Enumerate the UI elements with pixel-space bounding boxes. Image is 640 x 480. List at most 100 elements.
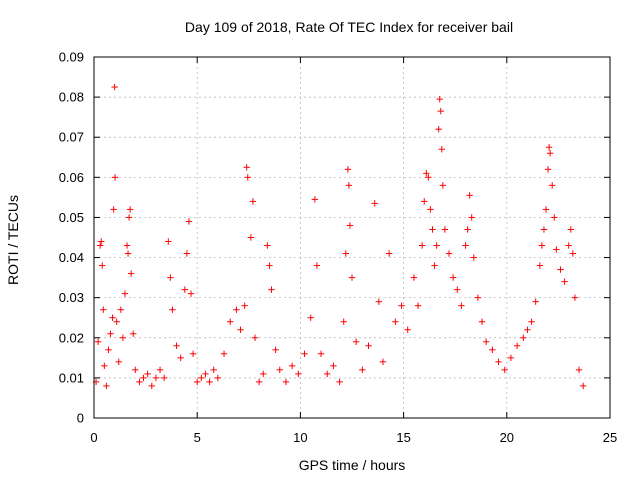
y-tick-label: 0.07 [59,130,84,145]
data-point [352,338,360,345]
data-point [427,206,434,213]
data-point [441,226,449,233]
data-point [198,374,205,382]
data-point [464,226,471,233]
data-point [579,382,587,390]
data-point [425,174,432,181]
data-point [342,250,350,257]
data-point [276,366,283,374]
data-point [468,214,475,221]
data-point [336,378,343,386]
data-point [96,242,104,249]
x-tick-label: 20 [500,430,514,445]
data-point [169,306,176,313]
data-point [462,242,469,249]
data-point [295,370,302,378]
data-point [423,170,430,177]
data-point [546,150,554,157]
data-point [513,342,521,349]
x-tick-label: 5 [194,430,201,445]
x-tick-label: 15 [396,430,410,445]
data-point [404,326,411,333]
data-point [249,198,257,205]
data-point [206,378,213,386]
data-point [414,302,422,309]
data-point [307,314,314,321]
data-point [421,198,428,205]
x-tick-label: 25 [603,430,617,445]
data-point [227,318,234,325]
x-axis-label: GPS time / hours [299,457,406,473]
tick-labels: 0 0.01 0.02 0.03 0.04 0.05 0.06 0.07 0.08 0.09 0 5 1… [59,50,618,446]
data-point [272,346,279,354]
data-point [439,182,447,189]
data-point [348,274,356,281]
data-point [282,378,290,386]
data-point [187,290,195,297]
y-tick-label: 0 [77,411,84,426]
data-point [330,362,337,370]
data-point [536,262,544,269]
y-tick-label: 0.08 [59,90,84,105]
data-point [103,382,110,390]
data-point [524,326,531,333]
data-point [160,374,168,382]
data-point [181,286,189,293]
data-point [210,366,217,374]
y-tick-label: 0.05 [59,210,84,225]
data-point [435,126,442,133]
plot-frame [93,56,611,419]
data-point [140,374,147,382]
x-tick-label: 0 [90,430,97,445]
data-point [501,366,508,374]
data-point [365,342,372,349]
data-point [194,378,201,386]
data-point [551,214,558,221]
data-point [557,266,564,273]
data-point [544,166,552,173]
data-point [433,242,440,249]
data-point [398,302,405,309]
y-tick-label: 0.09 [59,50,84,65]
x-tick-label: 10 [293,430,307,445]
data-point [247,234,255,241]
data-point [575,366,583,374]
data-point [115,358,122,366]
data-point [148,382,155,390]
data-point [173,342,180,349]
data-point [507,354,515,362]
data-point [540,226,548,233]
data-point [436,95,443,103]
data-point [538,242,546,249]
data-point [561,278,568,285]
data-point [130,330,137,337]
data-point [111,83,118,91]
data-point [489,346,496,354]
data-point [495,358,502,366]
data-points [92,83,587,390]
data-point [301,350,308,358]
data-point [482,338,490,345]
data-point [177,354,184,362]
data-point [478,318,486,325]
data-point [438,146,445,153]
data-point [528,318,535,325]
data-point [237,326,244,333]
data-point [311,196,319,203]
data-point [100,306,107,313]
data-point [117,306,125,313]
data-point [251,334,259,341]
data-point [243,164,250,171]
data-point [379,358,387,366]
data-point [121,290,129,297]
data-point [255,378,263,386]
data-point [344,166,352,173]
data-point [132,366,139,374]
y-tick-label: 0.04 [59,250,84,265]
data-point [317,350,325,358]
data-point [571,294,579,301]
y-tick-label: 0.06 [59,170,84,185]
y-tick-label: 0.02 [59,330,84,345]
